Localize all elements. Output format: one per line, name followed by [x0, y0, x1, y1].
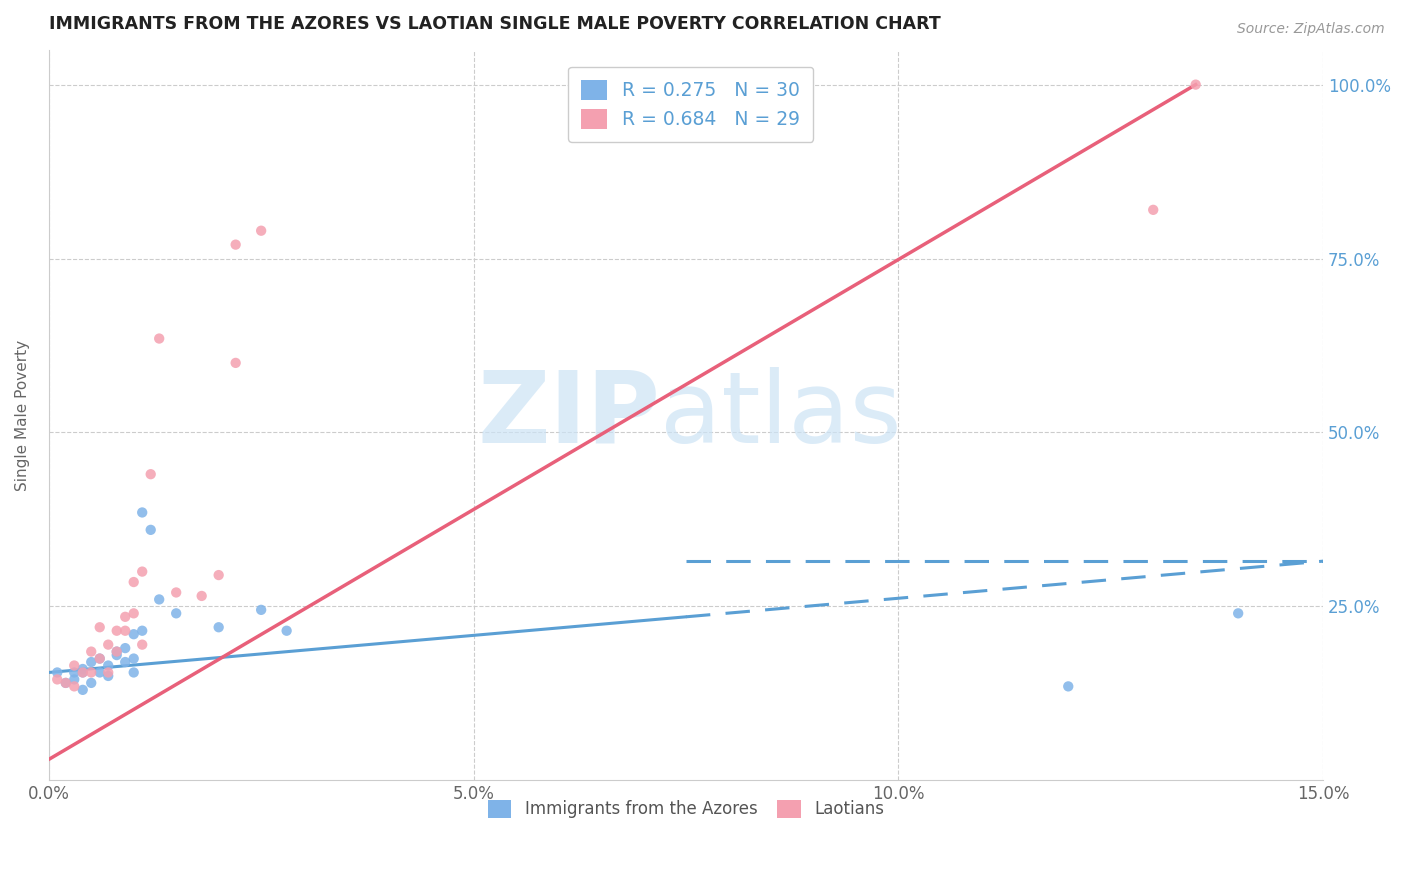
Point [97, 669, 120, 683]
Point [63, 673, 86, 687]
Point [46, 673, 69, 687]
Point [250, 224, 273, 238]
Point [122, 627, 145, 641]
Legend: Immigrants from the Azores, Laotians: Immigrants from the Azores, Laotians [479, 791, 893, 827]
Point [1057, 679, 1080, 693]
Text: ZIP: ZIP [478, 367, 661, 464]
Point [80, 644, 103, 658]
Point [208, 620, 231, 634]
Point [89, 651, 111, 665]
Text: IMMIGRANTS FROM THE AZORES VS LAOTIAN SINGLE MALE POVERTY CORRELATION CHART: IMMIGRANTS FROM THE AZORES VS LAOTIAN SI… [49, 15, 941, 33]
Point [72, 665, 94, 680]
Point [97, 638, 120, 652]
Point [114, 609, 136, 624]
Point [165, 585, 187, 599]
Point [80, 665, 103, 680]
Point [139, 467, 162, 482]
Point [63, 665, 86, 680]
Point [72, 682, 94, 697]
Point [55, 676, 77, 690]
Point [122, 665, 145, 680]
Point [208, 568, 231, 582]
Point [114, 624, 136, 638]
Point [148, 592, 170, 607]
Point [225, 356, 247, 370]
Point [131, 638, 153, 652]
Point [97, 658, 120, 673]
Point [139, 523, 162, 537]
Point [225, 237, 247, 252]
Point [114, 641, 136, 656]
Point [97, 665, 120, 680]
Point [89, 620, 111, 634]
Point [63, 658, 86, 673]
Point [105, 624, 128, 638]
Y-axis label: Single Male Poverty: Single Male Poverty [15, 340, 30, 491]
Point [131, 624, 153, 638]
Point [131, 565, 153, 579]
Point [105, 644, 128, 658]
Point [276, 624, 298, 638]
Point [131, 506, 153, 520]
Point [80, 676, 103, 690]
Point [80, 655, 103, 669]
Point [1227, 607, 1250, 621]
Point [114, 655, 136, 669]
Point [46, 665, 69, 680]
Point [250, 603, 273, 617]
Point [89, 651, 111, 665]
Point [122, 651, 145, 665]
Point [63, 679, 86, 693]
Point [1142, 202, 1164, 217]
Point [72, 665, 94, 680]
Point [1184, 78, 1206, 92]
Point [55, 676, 77, 690]
Point [105, 648, 128, 662]
Point [122, 575, 145, 590]
Point [72, 662, 94, 676]
Point [165, 607, 187, 621]
Point [190, 589, 212, 603]
Text: atlas: atlas [661, 367, 903, 464]
Point [148, 332, 170, 346]
Point [122, 607, 145, 621]
Text: Source: ZipAtlas.com: Source: ZipAtlas.com [1237, 22, 1385, 37]
Point [89, 665, 111, 680]
Point [105, 644, 128, 658]
